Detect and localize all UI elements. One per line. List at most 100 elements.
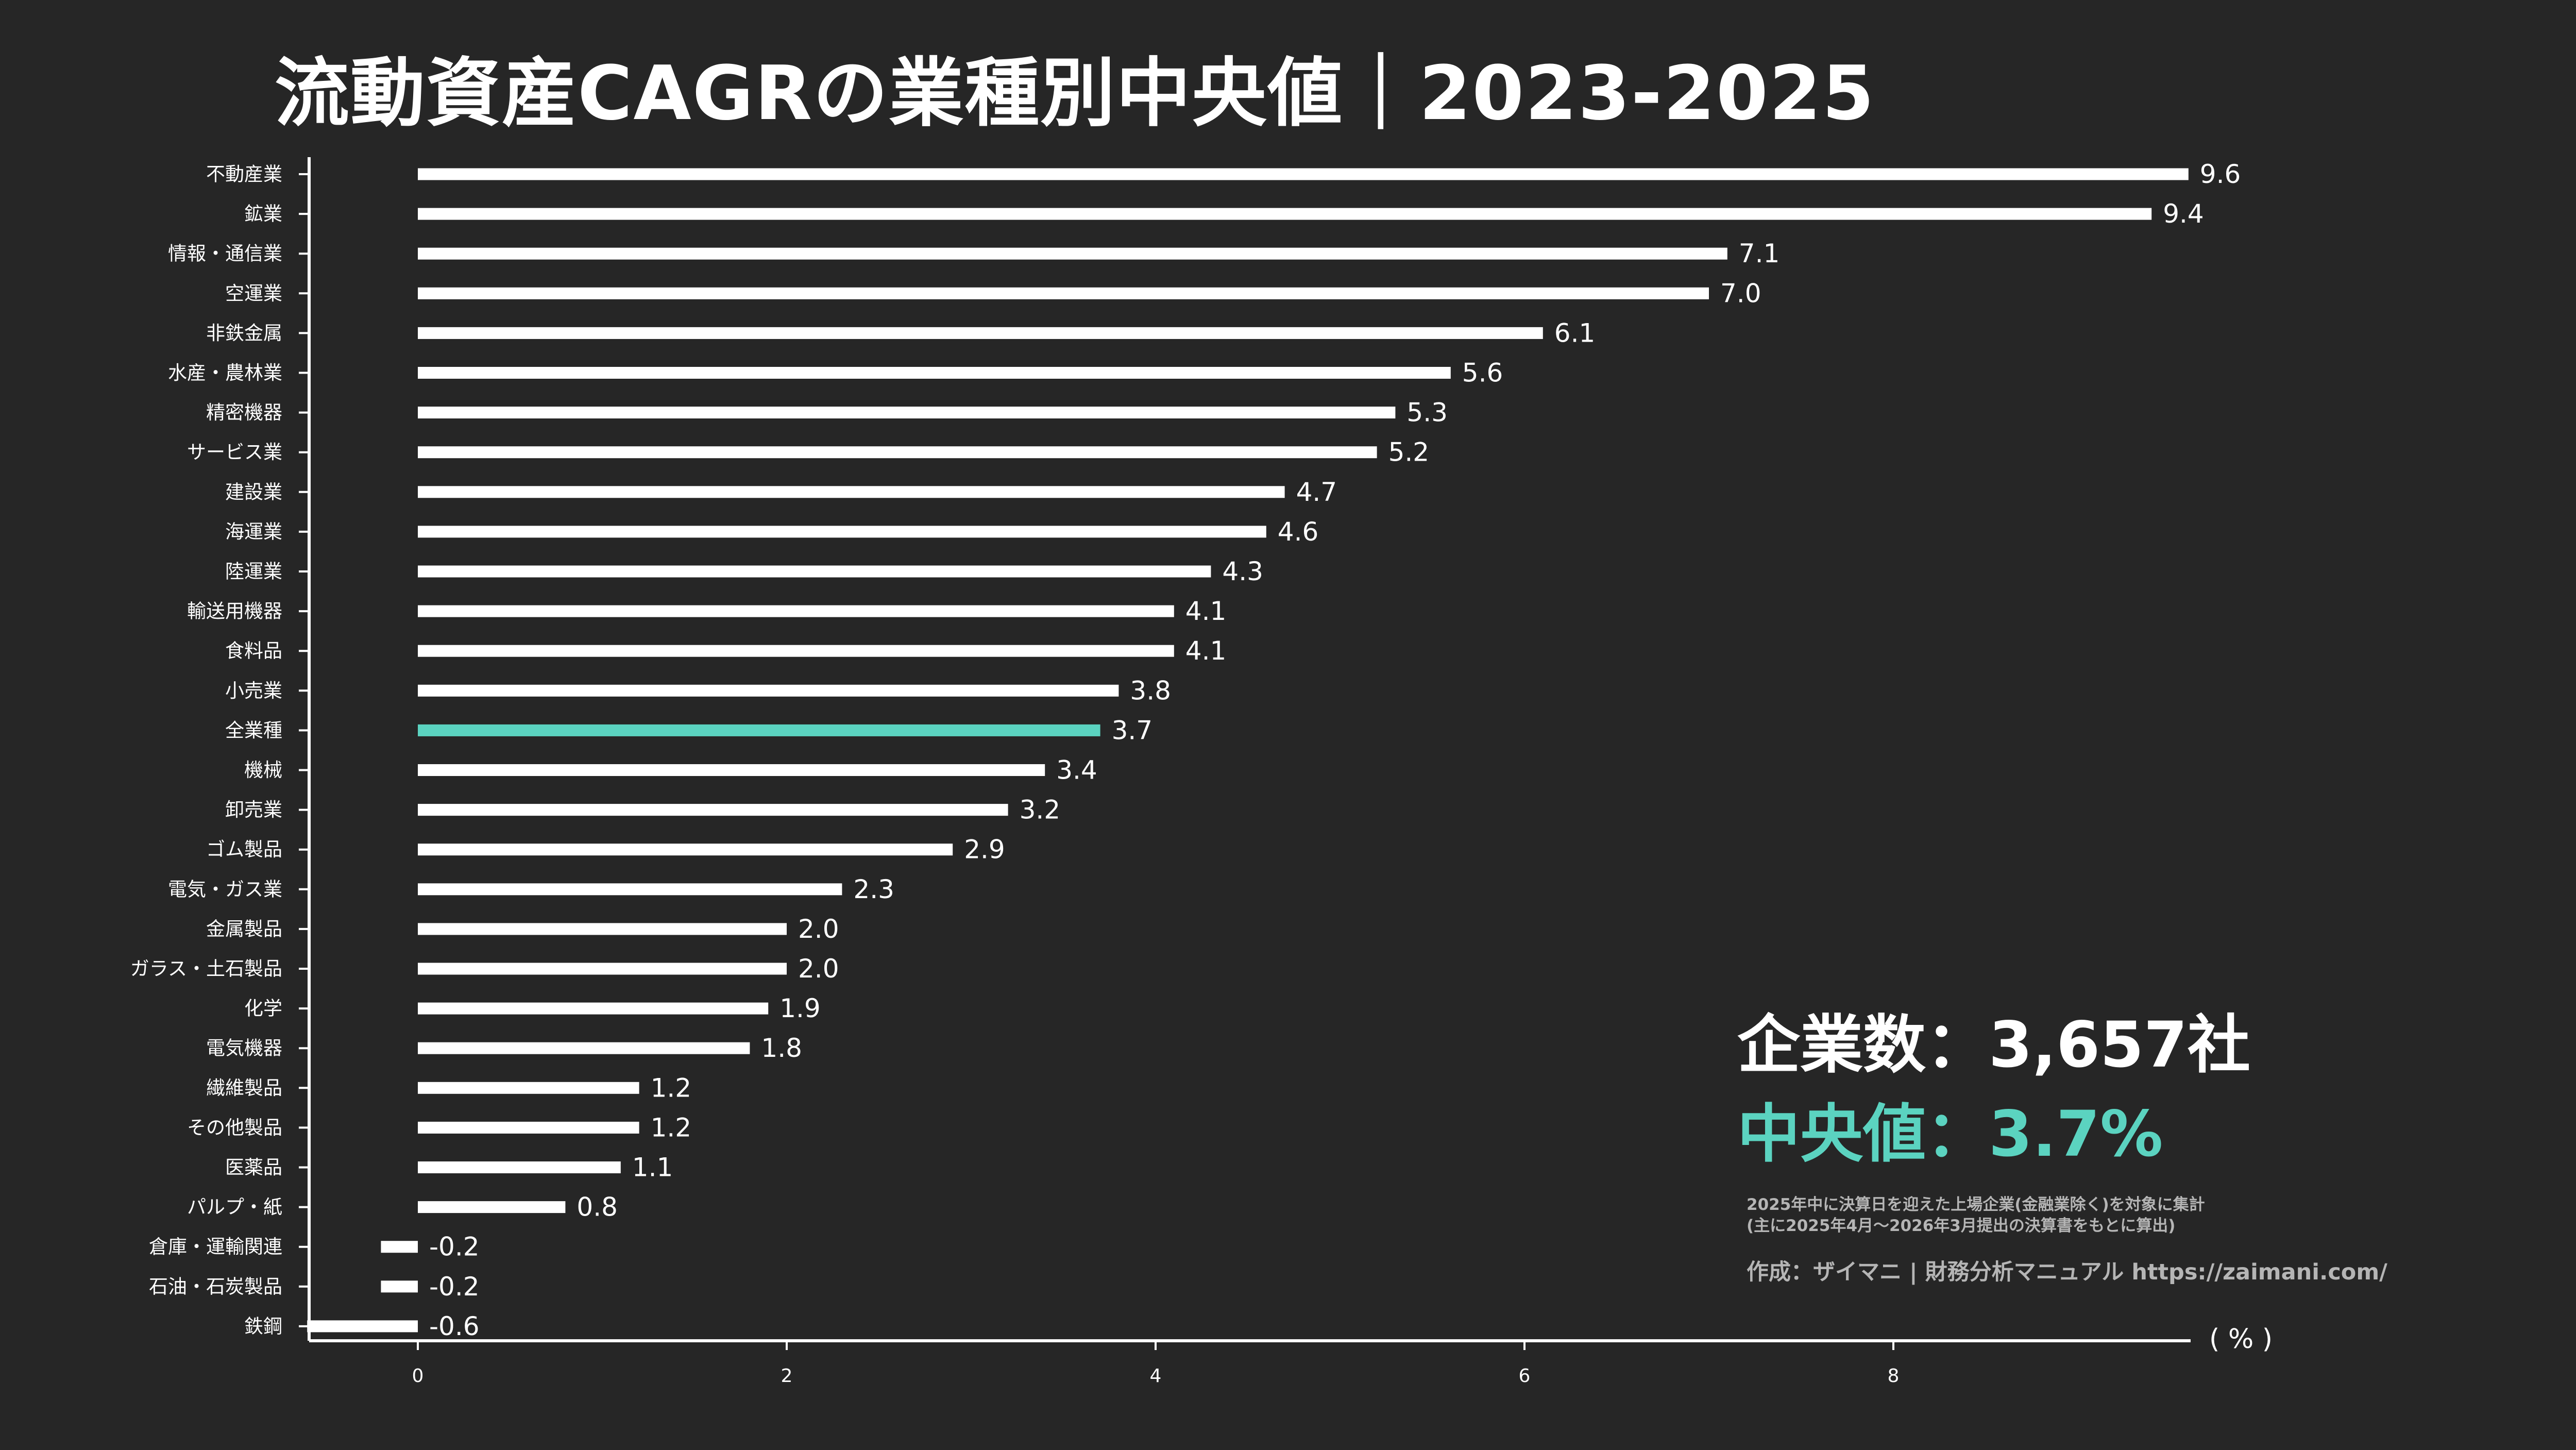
value-label: 1.9 — [779, 993, 821, 1023]
x-tick-label: 8 — [1888, 1365, 1900, 1387]
category-label: 鉱業 — [244, 203, 282, 225]
bar-鉱業 — [418, 208, 2152, 220]
bar-小売業 — [418, 684, 1119, 697]
category-label: 電気・ガス業 — [168, 878, 282, 900]
bar-ゴム製品 — [418, 844, 953, 856]
value-label: 3.8 — [1130, 676, 1171, 705]
value-label: -0.6 — [429, 1311, 480, 1341]
category-label: 非鉄金属 — [206, 322, 282, 344]
footnote-scope: 2025年中に決算日を迎えた上場企業(金融業除く)を対象に集計 — [1747, 1195, 2205, 1214]
bar-鉄鋼 — [307, 1320, 418, 1333]
category-label: その他製品 — [187, 1117, 282, 1139]
category-label: ゴム製品 — [206, 838, 282, 861]
value-label: 1.2 — [651, 1073, 692, 1103]
x-tick-label: 6 — [1519, 1365, 1531, 1387]
category-label: 建設業 — [225, 481, 282, 503]
bar-金属製品 — [418, 923, 787, 935]
value-label: 3.2 — [1020, 795, 1061, 825]
value-label: 1.2 — [651, 1112, 692, 1142]
value-label: 4.6 — [1278, 517, 1319, 547]
bar-その他製品 — [418, 1121, 639, 1134]
category-label: 化学 — [244, 998, 282, 1020]
bar-不動産業 — [418, 168, 2189, 180]
x-tick-label: 0 — [412, 1365, 424, 1387]
category-label: 海運業 — [225, 520, 282, 543]
category-label: 倉庫・運輸関連 — [149, 1236, 282, 1258]
bars-layer: 9.6 9.4 7.1 7.0 6.1 5.6 5.3 5.2 4.7 4.6 4.3 4.1 4.1 3… — [307, 159, 2241, 1341]
value-label: 6.1 — [1554, 318, 1596, 348]
category-label: 水産・農林業 — [168, 362, 282, 384]
credit-text: 作成：ザイマニ | 財務分析マニュアル https://zaimani.com/ — [1747, 1259, 2387, 1285]
bar-ガラス・土石製品 — [418, 963, 787, 975]
bar-倉庫・運輸関連 — [381, 1241, 418, 1253]
value-label: 1.8 — [761, 1033, 802, 1063]
value-label: 2.0 — [798, 914, 839, 944]
bar-精密機器 — [418, 407, 1396, 419]
category-label: 精密機器 — [206, 401, 282, 424]
category-label: 食料品 — [225, 640, 282, 662]
value-label: -0.2 — [429, 1232, 480, 1262]
bar-水産・農林業 — [418, 367, 1451, 379]
category-label: 鉄鋼 — [244, 1315, 282, 1337]
bar-非鉄金属 — [418, 327, 1543, 339]
value-label: 9.6 — [2200, 159, 2241, 189]
category-label: 卸売業 — [225, 799, 282, 821]
x-tick-label: 4 — [1150, 1365, 1162, 1387]
bar-パルプ・紙 — [418, 1201, 566, 1213]
bar-石油・石炭製品 — [381, 1280, 418, 1293]
x-axis-ticks: 0 2 4 6 8 — [412, 1341, 1900, 1387]
median-value: 中央値：3.7% — [1737, 1098, 2163, 1171]
value-label: 1.1 — [632, 1153, 673, 1183]
bar-電気・ガス業 — [418, 883, 842, 896]
category-label: 空運業 — [225, 282, 282, 305]
value-label: 5.3 — [1406, 398, 1448, 428]
bar-海運業 — [418, 526, 1266, 538]
bar-卸売業 — [418, 804, 1008, 816]
category-label: 小売業 — [225, 680, 282, 702]
value-label: 2.3 — [853, 874, 894, 904]
value-label: 3.7 — [1112, 715, 1153, 745]
category-label: 電気機器 — [206, 1037, 282, 1059]
chart-title: 流動資産CAGRの業種別中央値｜2023-2025 — [275, 50, 1875, 137]
category-label: 不動産業 — [206, 163, 282, 186]
bar-輸送用機器 — [418, 605, 1174, 617]
bar-化学 — [418, 1002, 769, 1015]
category-label: 金属製品 — [206, 918, 282, 940]
bar-空運業 — [418, 287, 1709, 299]
bar-サービス業 — [418, 446, 1377, 459]
bar-情報・通信業 — [418, 247, 1727, 260]
category-label: 輸送用機器 — [187, 600, 282, 622]
category-labels: 不動産業鉱業情報・通信業空運業非鉄金属水産・農林業精密機器サービス業建設業海運業… — [130, 163, 309, 1337]
category-label: ガラス・土石製品 — [130, 958, 282, 980]
value-label: 4.7 — [1296, 477, 1337, 507]
value-label: 2.0 — [798, 954, 839, 984]
value-label: -0.2 — [429, 1272, 480, 1302]
bar-機械 — [418, 764, 1045, 776]
value-label: 3.4 — [1056, 755, 1097, 785]
x-tick-label: 2 — [781, 1365, 793, 1387]
bar-繊維製品 — [418, 1082, 639, 1094]
bar-食料品 — [418, 645, 1174, 657]
value-label: 7.0 — [1720, 278, 1761, 308]
company-count: 企業数：3,657社 — [1737, 1008, 2250, 1082]
value-label: 4.1 — [1185, 636, 1227, 666]
value-label: 2.9 — [964, 835, 1005, 865]
category-label: パルプ・紙 — [187, 1196, 282, 1218]
category-label: 機械 — [244, 759, 282, 781]
bar-電気機器 — [418, 1042, 750, 1054]
value-label: 5.6 — [1462, 358, 1503, 388]
category-label: サービス業 — [187, 441, 282, 463]
footnote-source: (主に2025年4月～2026年3月提出の決算書をもとに算出) — [1747, 1217, 2176, 1235]
value-label: 9.4 — [2163, 199, 2204, 229]
value-label: 4.1 — [1185, 596, 1227, 626]
value-label: 4.3 — [1222, 557, 1263, 586]
bar-陸運業 — [418, 565, 1211, 578]
category-label: 情報・通信業 — [168, 243, 282, 265]
value-label: 5.2 — [1388, 437, 1430, 467]
value-label: 7.1 — [1739, 239, 1780, 268]
category-label: 全業種 — [225, 719, 282, 741]
category-label: 医薬品 — [225, 1156, 282, 1178]
x-axis-unit: ( % ) — [2209, 1324, 2273, 1355]
